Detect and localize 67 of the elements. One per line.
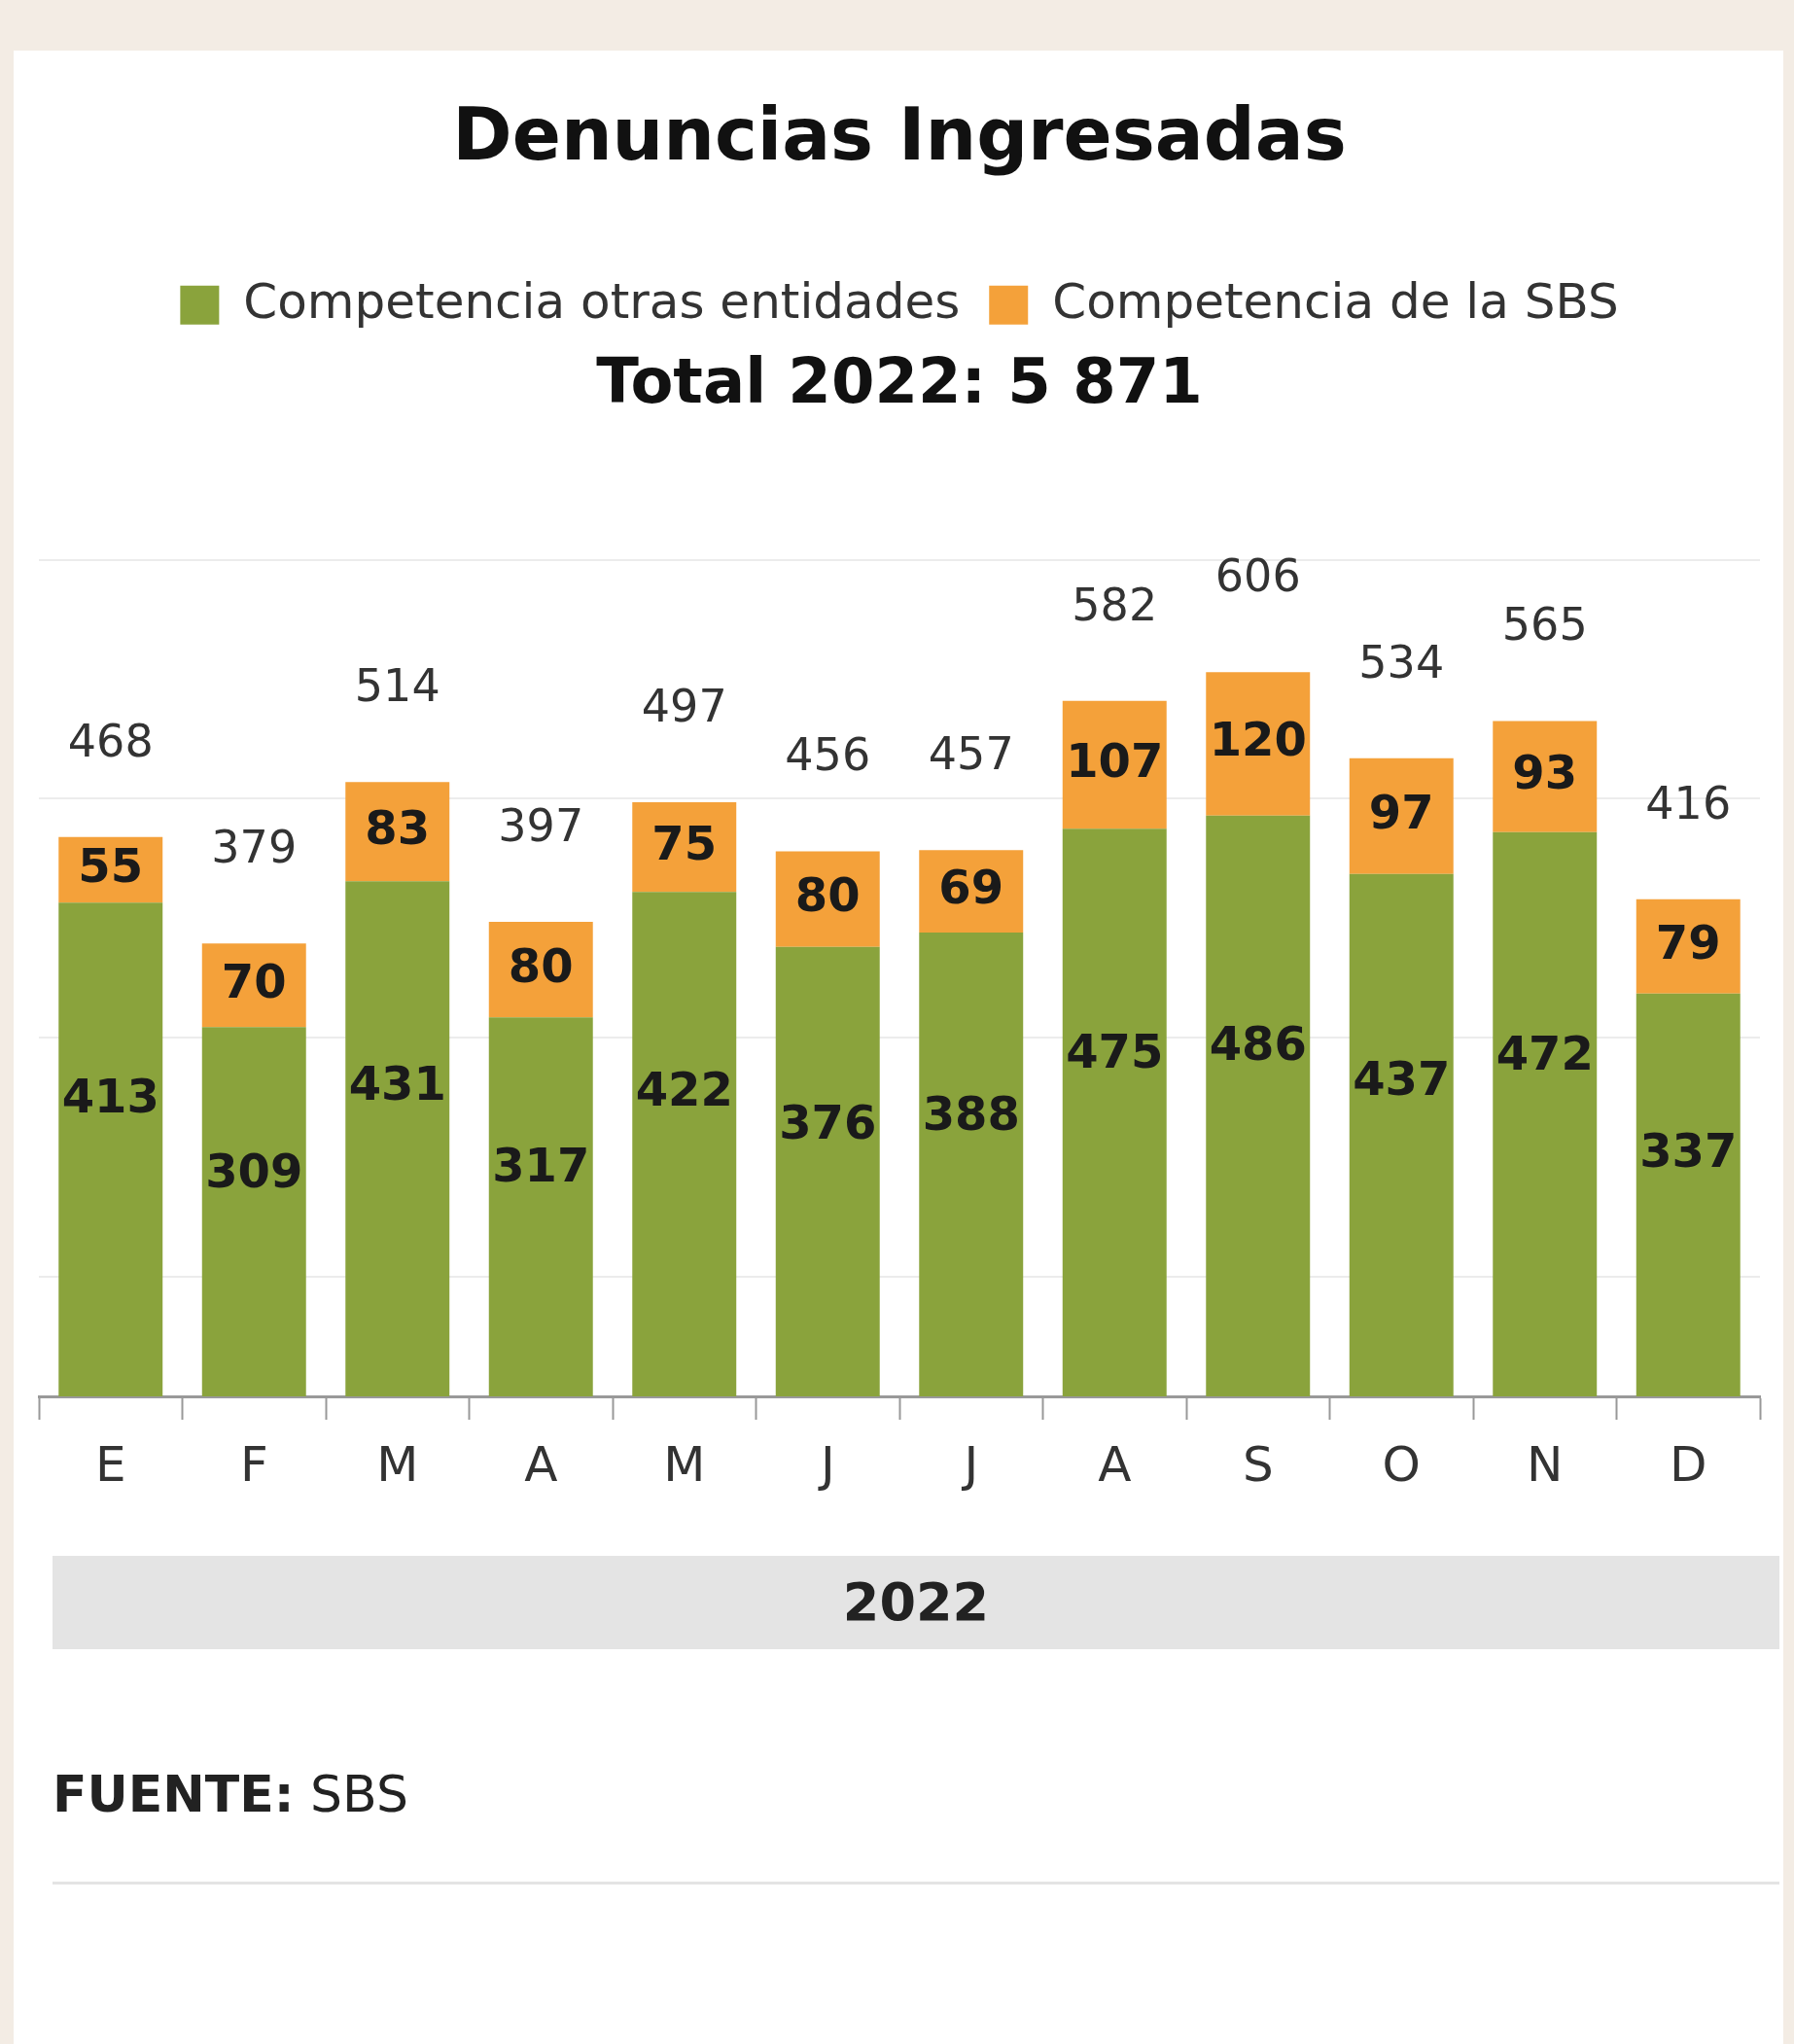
data-label: 376 bbox=[779, 1095, 877, 1150]
bar bbox=[775, 946, 880, 1396]
data-label: 93 bbox=[1512, 745, 1578, 800]
x-tick-label: J bbox=[961, 1435, 979, 1493]
x-tick-label: A bbox=[524, 1435, 558, 1493]
data-label: 337 bbox=[1639, 1122, 1738, 1178]
data-label: 83 bbox=[365, 799, 431, 855]
x-tick-label: O bbox=[1382, 1435, 1421, 1493]
x-tick-label: N bbox=[1527, 1435, 1564, 1493]
data-label: 431 bbox=[348, 1055, 446, 1110]
bar bbox=[345, 881, 450, 1396]
bar bbox=[58, 902, 163, 1396]
data-label: 80 bbox=[508, 937, 574, 993]
x-tick-label: D bbox=[1669, 1435, 1707, 1493]
bar bbox=[1206, 815, 1311, 1396]
total-label: 468 bbox=[67, 714, 154, 767]
x-tick-label: J bbox=[817, 1435, 835, 1493]
total-label: 456 bbox=[785, 728, 871, 782]
data-label: 486 bbox=[1209, 1016, 1307, 1072]
chart-subtitle: Total 2022: 5 871 bbox=[596, 344, 1203, 417]
bar bbox=[1636, 993, 1741, 1396]
data-label: 475 bbox=[1066, 1024, 1164, 1079]
legend-label: Competencia de la SBS bbox=[1052, 272, 1619, 330]
data-label: 317 bbox=[492, 1137, 590, 1192]
bar bbox=[632, 892, 737, 1396]
chart-title: Denuncias Ingresadas bbox=[452, 91, 1347, 176]
legend-label: Competencia otras entidades bbox=[243, 272, 961, 330]
data-label: 79 bbox=[1655, 914, 1721, 969]
total-label: 457 bbox=[928, 727, 1014, 781]
total-label: 416 bbox=[1645, 776, 1732, 829]
total-label: 534 bbox=[1358, 635, 1445, 688]
bar bbox=[488, 1017, 593, 1396]
x-tick-label: F bbox=[239, 1435, 268, 1493]
data-label: 388 bbox=[922, 1086, 1020, 1142]
source-note: FUENTE: SBS bbox=[53, 1765, 408, 1823]
data-label: 309 bbox=[205, 1143, 303, 1198]
bar bbox=[1349, 758, 1454, 874]
x-tick-label: A bbox=[1098, 1435, 1132, 1493]
bar bbox=[1349, 873, 1454, 1396]
total-label: 565 bbox=[1501, 598, 1588, 652]
x-tick-label: M bbox=[663, 1435, 706, 1493]
total-label: 497 bbox=[641, 680, 727, 733]
total-label: 606 bbox=[1214, 549, 1301, 603]
bar bbox=[919, 933, 1024, 1396]
total-label: 379 bbox=[211, 821, 298, 874]
x-tick-label: M bbox=[376, 1435, 419, 1493]
total-label: 397 bbox=[498, 798, 584, 852]
data-label: 55 bbox=[78, 838, 144, 894]
x-tick-label: S bbox=[1242, 1435, 1274, 1493]
data-label: 75 bbox=[651, 815, 718, 870]
data-label: 69 bbox=[938, 860, 1004, 915]
data-label: 70 bbox=[221, 953, 287, 1008]
x-axis-title: 2022 bbox=[53, 1556, 1779, 1649]
data-label: 97 bbox=[1368, 784, 1434, 839]
data-label: 120 bbox=[1209, 712, 1307, 767]
total-label: 582 bbox=[1072, 578, 1158, 631]
data-label: 422 bbox=[635, 1062, 733, 1117]
total-label: 514 bbox=[354, 659, 440, 713]
data-label: 413 bbox=[61, 1068, 159, 1123]
data-label: 472 bbox=[1495, 1026, 1594, 1081]
data-label: 80 bbox=[794, 867, 861, 923]
x-tick-label: E bbox=[94, 1435, 126, 1493]
data-label: 107 bbox=[1066, 732, 1164, 788]
bar bbox=[1062, 828, 1167, 1396]
bar bbox=[1493, 831, 1598, 1396]
data-label: 437 bbox=[1353, 1051, 1451, 1107]
bar bbox=[201, 1027, 306, 1396]
